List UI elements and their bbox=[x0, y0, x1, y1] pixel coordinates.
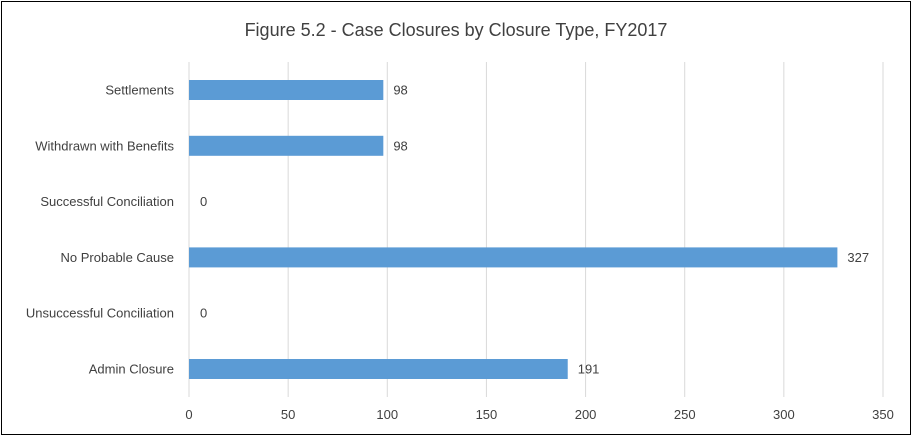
data-label: 191 bbox=[578, 362, 600, 377]
x-tick-label: 150 bbox=[476, 407, 498, 422]
bar bbox=[189, 247, 838, 268]
bar bbox=[189, 135, 384, 156]
category-label: Admin Closure bbox=[89, 362, 174, 377]
data-label: 0 bbox=[200, 306, 207, 321]
x-tick-label: 350 bbox=[872, 407, 894, 422]
data-label: 327 bbox=[847, 250, 869, 265]
x-tick-label: 100 bbox=[376, 407, 398, 422]
x-tick-label: 250 bbox=[674, 407, 696, 422]
bar bbox=[189, 80, 384, 100]
chart-title: Figure 5.2 - Case Closures by Closure Ty… bbox=[244, 20, 668, 40]
category-label: Unsuccessful Conciliation bbox=[26, 306, 174, 321]
data-label: 0 bbox=[200, 194, 207, 209]
x-tick-label: 200 bbox=[575, 407, 597, 422]
category-label: Successful Conciliation bbox=[40, 194, 174, 209]
bar bbox=[189, 359, 568, 379]
category-label: Settlements bbox=[105, 83, 174, 98]
category-label: No Probable Cause bbox=[61, 250, 174, 265]
x-tick-label: 300 bbox=[773, 407, 795, 422]
x-tick-label: 50 bbox=[281, 407, 295, 422]
category-label: Withdrawn with Benefits bbox=[35, 138, 174, 153]
data-label: 98 bbox=[393, 83, 407, 98]
x-tick-label: 0 bbox=[185, 407, 192, 422]
data-label: 98 bbox=[393, 138, 407, 153]
